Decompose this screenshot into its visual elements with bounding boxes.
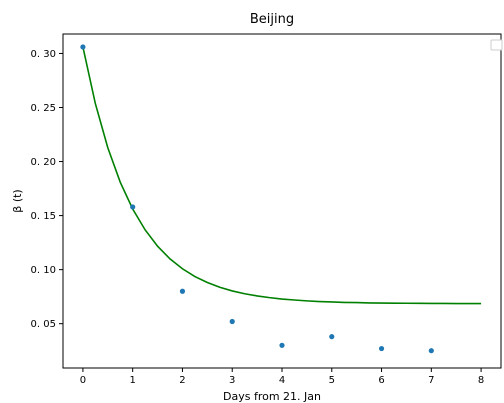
data-point — [179, 288, 186, 294]
data-point — [279, 342, 285, 348]
x-tick-label: 4 — [279, 375, 285, 386]
data-point — [229, 318, 235, 325]
chart-title: Beijing — [250, 12, 294, 27]
fit-line — [82, 46, 482, 305]
x-tick-label: 5 — [329, 375, 335, 386]
x-tick-label: 8 — [478, 375, 484, 386]
x-tick-label: 0 — [80, 375, 86, 386]
y-tick-label: 0. 10 — [31, 265, 56, 276]
data-point — [80, 44, 86, 50]
x-tick-label: 6 — [378, 375, 384, 386]
data-point — [329, 334, 335, 340]
data-point — [130, 204, 136, 210]
scatter-points — [80, 44, 434, 354]
x-axis-label: Days from 21. Jan — [223, 390, 321, 403]
y-tick-label: 0. 25 — [31, 103, 56, 114]
y-axis-label: β (t) — [11, 189, 24, 212]
y-tick-label: 0. 15 — [31, 211, 56, 222]
x-tick-label: 1 — [129, 375, 135, 386]
y-axis-ticks: 0. 05 0. 10 0. 15 0. 20 0. 25 0. 30 — [31, 49, 63, 330]
x-tick-label: 2 — [179, 375, 185, 386]
plot-area — [62, 33, 502, 369]
x-tick-label: 3 — [229, 375, 235, 386]
y-tick-label: 0. 30 — [31, 49, 56, 60]
legend-box — [490, 39, 503, 51]
y-tick-label: 0. 05 — [31, 319, 56, 330]
data-point — [428, 348, 434, 354]
y-tick-label: 0. 20 — [31, 157, 56, 168]
data-point — [378, 345, 385, 352]
x-axis-ticks: 0 1 2 3 4 5 6 7 8 — [80, 368, 484, 386]
x-tick-label: 7 — [428, 375, 434, 386]
